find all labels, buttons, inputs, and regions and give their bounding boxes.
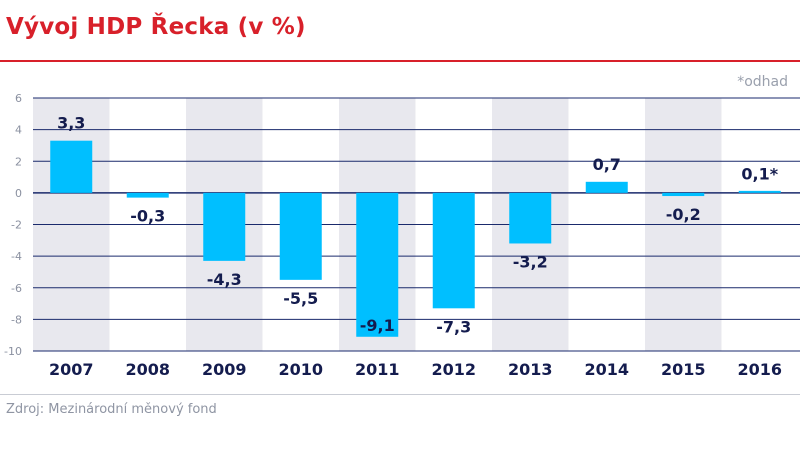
value-label-2008: -0,3 [130, 207, 165, 226]
y-tick-label: 4 [15, 124, 22, 137]
source-note: Zdroj: Mezinárodní měnový fond [6, 402, 217, 417]
bar-2013 [509, 192, 552, 244]
value-label-2016: 0,1* [741, 164, 778, 183]
x-tick-label-2009: 2009 [202, 360, 247, 379]
y-tick-label: 0 [15, 187, 22, 200]
x-tick-label-2007: 2007 [49, 360, 94, 379]
y-tick-label: -4 [11, 250, 22, 263]
chart-title: Vývoj HDP Řecka (v %) [6, 14, 306, 40]
bar-2007 [50, 140, 93, 193]
value-label-2010: -5,5 [283, 289, 318, 308]
y-tick-label: 2 [15, 155, 22, 168]
x-tick-label-2014: 2014 [584, 360, 629, 379]
bar-2012 [432, 192, 475, 309]
bar-2009 [203, 192, 246, 261]
y-tick-label: -6 [11, 282, 22, 295]
x-tick-label-2010: 2010 [278, 360, 323, 379]
value-label-2012: -7,3 [436, 317, 471, 336]
footer-divider [0, 394, 800, 395]
bar-2008 [126, 192, 169, 198]
value-label-2007: 3,3 [57, 114, 85, 133]
estimate-note: *odhad [737, 74, 788, 90]
bar-2011 [356, 192, 399, 337]
x-tick-label-2008: 2008 [125, 360, 170, 379]
value-label-2013: -3,2 [513, 252, 548, 271]
value-label-2011: -9,1 [360, 316, 395, 335]
y-tick-label: -2 [11, 219, 22, 232]
title-divider [0, 60, 800, 62]
y-tick-label: -8 [11, 313, 22, 326]
bar-2010 [279, 192, 322, 280]
value-label-2009: -4,3 [207, 270, 242, 289]
bar-2015 [662, 192, 705, 197]
bar-2014 [585, 181, 628, 193]
value-label-2014: 0,7 [593, 155, 621, 174]
x-tick-label-2012: 2012 [431, 360, 476, 379]
bar-2016 [738, 190, 781, 193]
y-tick-label: -10 [4, 345, 22, 358]
x-tick-label-2013: 2013 [508, 360, 553, 379]
x-tick-label-2016: 2016 [737, 360, 782, 379]
value-label-2015: -0,2 [666, 205, 701, 224]
x-tick-label-2011: 2011 [355, 360, 400, 379]
x-tick-label-2015: 2015 [661, 360, 706, 379]
y-tick-label: 6 [15, 92, 22, 105]
